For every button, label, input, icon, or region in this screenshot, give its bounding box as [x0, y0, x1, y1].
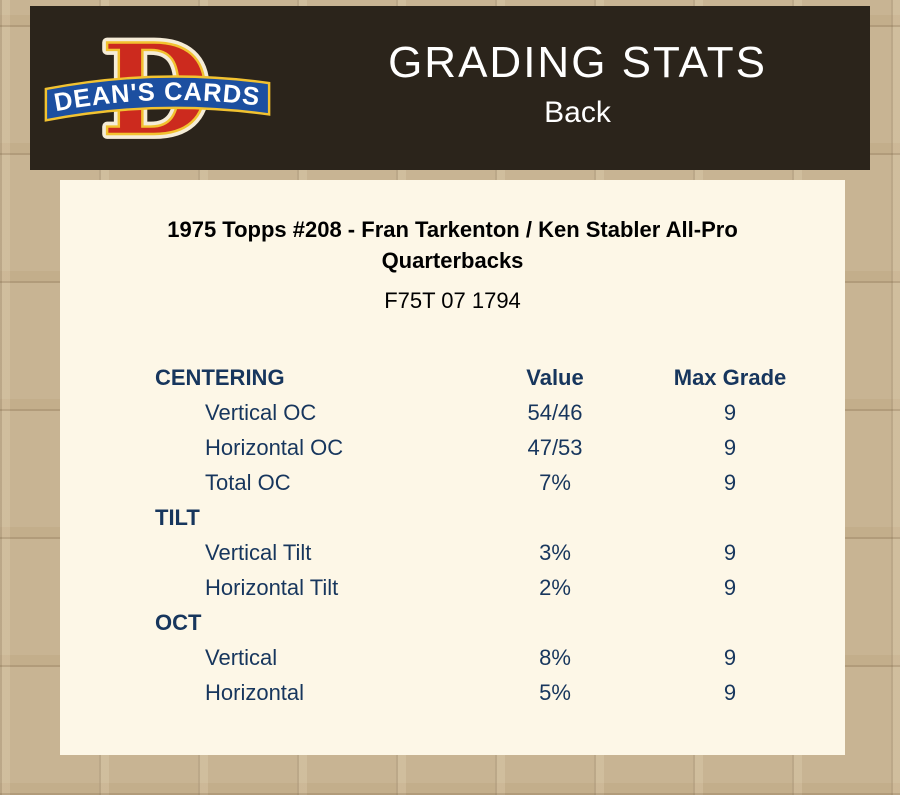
row-value: 2% — [539, 574, 571, 600]
row-label: Horizontal — [205, 679, 305, 705]
table-row-total-oc: Total OC 7% 9 — [155, 465, 815, 500]
row-max-grade: 9 — [723, 469, 737, 495]
row-label: Horizontal Tilt — [205, 574, 339, 600]
row-label: Vertical — [205, 644, 278, 670]
stats-table: CENTERING Value Max Grade Vertical OC 54… — [155, 360, 815, 710]
row-label: Vertical Tilt — [205, 539, 312, 565]
card-code: F75T 07 1794 — [384, 288, 521, 313]
row-max-grade: 9 — [723, 644, 737, 670]
table-row-horizontal-tilt: Horizontal Tilt 2% 9 — [155, 570, 815, 605]
row-max-grade: 9 — [723, 539, 737, 565]
row-max-grade: 9 — [723, 679, 737, 705]
column-header-max-grade: Max Grade — [673, 364, 787, 390]
card-title: 1975 Topps #208 - Fran Tarkenton / Ken S… — [167, 217, 738, 273]
deans-cards-logo-icon: D D DEAN'S CARDS — [44, 24, 271, 152]
row-max-grade: 9 — [723, 434, 737, 460]
row-label: Total OC — [205, 469, 291, 495]
table-row-vertical-tilt: Vertical Tilt 3% 9 — [155, 535, 815, 570]
deans-cards-logo: D D DEAN'S CARDS — [30, 24, 285, 152]
row-value: 5% — [539, 679, 571, 705]
content-panel: 1975 Topps #208 - Fran Tarkenton / Ken S… — [60, 180, 845, 755]
table-header-row: CENTERING Value Max Grade — [155, 360, 815, 395]
row-label: Vertical OC — [205, 399, 317, 425]
section-header-row-tilt: TILT — [155, 500, 815, 535]
row-label: Horizontal OC — [205, 434, 344, 460]
row-value: 54/46 — [527, 399, 583, 425]
row-max-grade: 9 — [723, 399, 737, 425]
logo-ribbon — [44, 75, 271, 122]
row-value: 47/53 — [527, 434, 583, 460]
section-name-centering: CENTERING — [155, 364, 285, 390]
row-max-grade: 9 — [723, 574, 737, 600]
table-row-vertical-oc: Vertical OC 54/46 9 — [155, 395, 815, 430]
row-value: 8% — [539, 644, 571, 670]
section-name-tilt: TILT — [155, 504, 200, 530]
table-row-horizontal-oct: Horizontal 5% 9 — [155, 675, 815, 710]
column-header-value: Value — [526, 364, 584, 390]
header-bar: D D DEAN'S CARDS GRADING STATS Back — [30, 6, 870, 170]
page-title: GRADING STATS — [388, 38, 767, 87]
row-value: 7% — [539, 469, 571, 495]
row-value: 3% — [539, 539, 571, 565]
table-row-vertical-oct: Vertical 8% 9 — [155, 640, 815, 675]
header-titles: GRADING STATS Back — [285, 37, 870, 139]
page-subtitle: Back — [544, 96, 611, 129]
table-row-horizontal-oc: Horizontal OC 47/53 9 — [155, 430, 815, 465]
section-header-row-oct: OCT — [155, 605, 815, 640]
section-name-oct: OCT — [155, 609, 202, 635]
